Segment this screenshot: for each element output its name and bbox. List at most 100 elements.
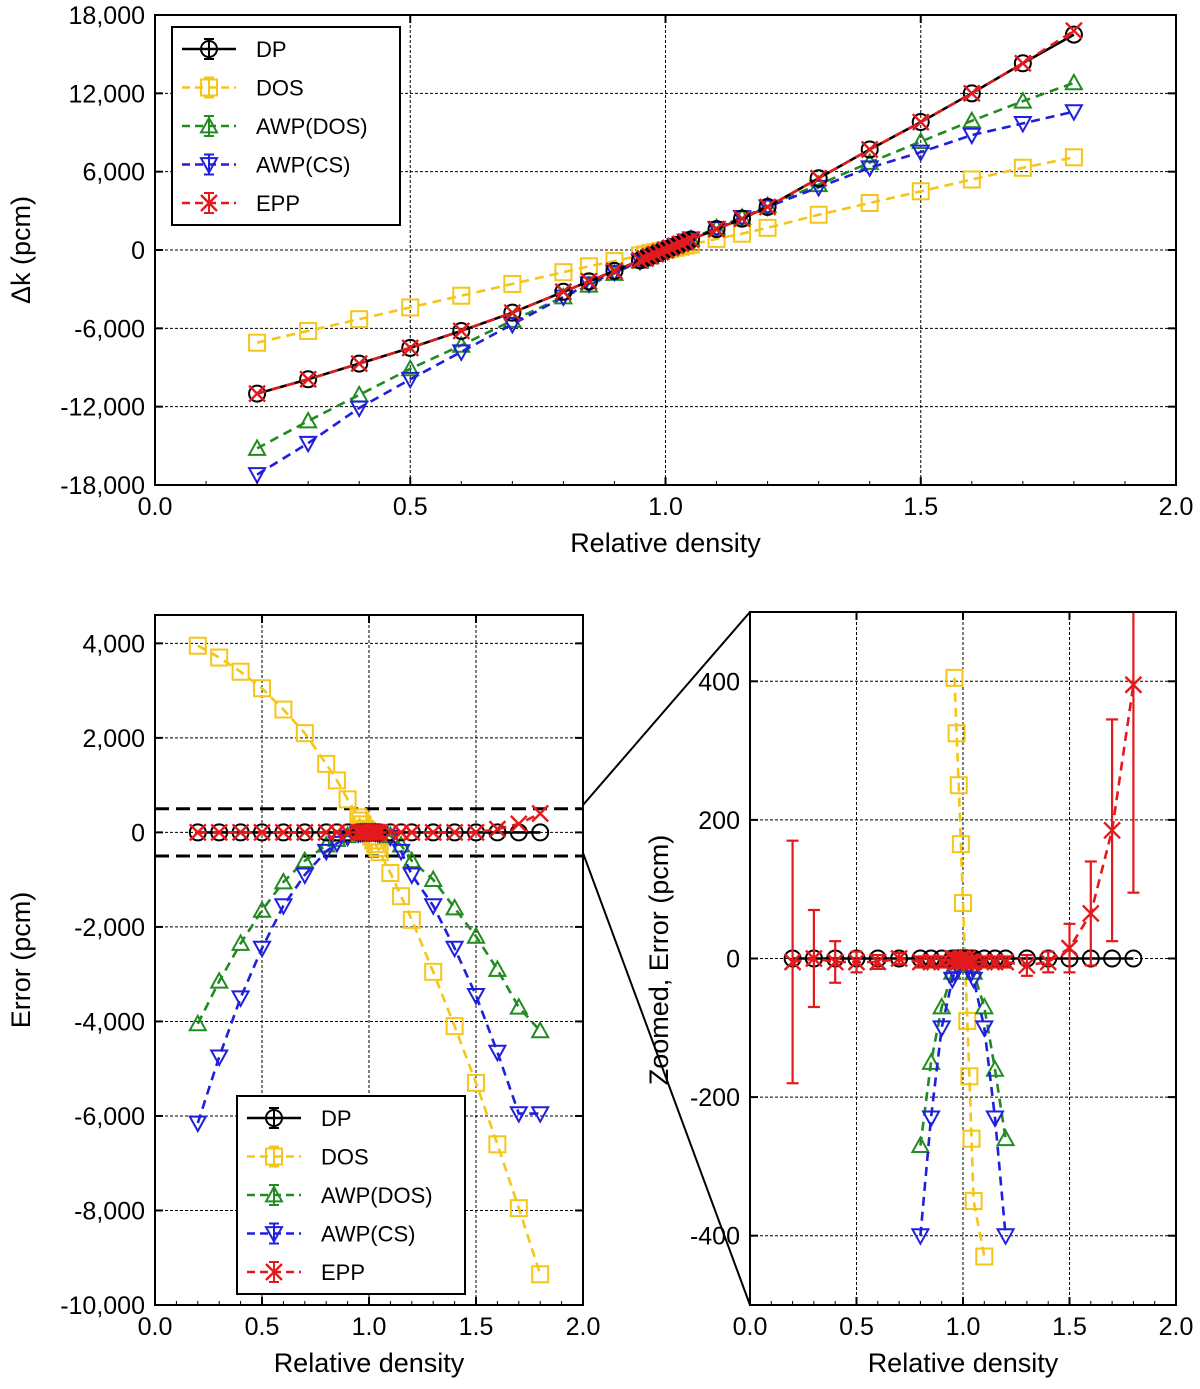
x-tick-label: 1.5 [1052, 1313, 1087, 1341]
data-point [860, 194, 879, 212]
data-point [911, 182, 930, 201]
data-point [962, 110, 982, 129]
data-point [962, 170, 981, 189]
legend-label: DOS [321, 1145, 369, 1170]
data-point [188, 1013, 208, 1032]
data-point [295, 823, 314, 842]
series-awp-dos [910, 948, 1016, 1154]
data-point [1013, 91, 1033, 109]
data-point [488, 820, 507, 838]
data-point [1060, 939, 1079, 957]
data-point [641, 247, 660, 266]
data-point [1124, 949, 1143, 968]
data-point [503, 303, 522, 322]
legend-item: EPP [182, 191, 300, 216]
data-point [338, 790, 357, 809]
legend-item: DP [247, 1106, 352, 1131]
legend-marker [265, 1109, 283, 1127]
x-tick-label: 0.0 [138, 1313, 173, 1341]
data-point [327, 823, 346, 842]
y-axis-label: Error (pcm) [6, 892, 36, 1029]
data-point [299, 321, 318, 340]
y-tick-label: -400 [690, 1223, 740, 1251]
data-point [975, 1247, 994, 1266]
data-point [1064, 104, 1084, 122]
data-point [579, 272, 598, 291]
data-point [805, 949, 823, 968]
data-point [758, 197, 777, 216]
data-point [949, 776, 968, 795]
data-point [188, 1115, 208, 1134]
data-point [253, 679, 271, 698]
legend-item: DP [182, 37, 287, 62]
data-point [381, 864, 400, 883]
data-point [531, 823, 550, 842]
data-point [503, 274, 522, 293]
data-point [370, 843, 389, 862]
axis-ticks: 0.0 0.5 1.0 1.5 2.0 -18,000 -12,000 -6,000 0 6,00… [60, 2, 1193, 521]
y-tick-label: -6,000 [74, 315, 145, 343]
data-point [327, 771, 346, 790]
data-point [503, 303, 522, 322]
data-point [554, 263, 573, 282]
data-point [210, 823, 229, 842]
data-point [733, 209, 752, 228]
legend-marker [265, 1147, 283, 1166]
data-point [963, 971, 984, 990]
y-axis-label: Δk (pcm) [6, 196, 36, 304]
data-point [467, 823, 485, 842]
data-point [847, 953, 866, 971]
series-epp [248, 21, 1083, 403]
data-point [962, 127, 982, 146]
data-point [860, 160, 880, 178]
data-point [580, 272, 598, 291]
series-dos [248, 148, 1083, 352]
data-point [942, 971, 963, 990]
data-point [252, 940, 272, 959]
data-point [960, 1067, 979, 1086]
data-point [401, 339, 420, 357]
data-point [247, 467, 267, 485]
legend-marker [200, 78, 218, 97]
data-point [391, 843, 411, 862]
y-tick-label: -8,000 [74, 1197, 145, 1225]
data-point [962, 84, 981, 103]
data-point [273, 898, 294, 916]
data-point [349, 400, 369, 419]
x-axis-label: Relative density [274, 1348, 465, 1378]
chart-bottom-left: 0.0 0.5 1.0 1.5 2.0 -10,000 -8,000 -6,000 -4,000… [6, 614, 600, 1378]
data-point [350, 354, 369, 373]
data-point [467, 1073, 485, 1092]
data-point [188, 823, 207, 842]
series-epp [783, 612, 1143, 1085]
data-point [209, 1049, 229, 1067]
data-point [210, 648, 229, 667]
data-point [605, 262, 624, 280]
data-point [860, 140, 879, 159]
data-point [932, 953, 951, 971]
legend-item: AWP(CS) [182, 153, 351, 178]
series-line [256, 156, 1075, 344]
data-point [631, 251, 649, 270]
data-point [299, 370, 318, 389]
data-point [911, 113, 930, 131]
data-point [392, 887, 411, 906]
data-point [487, 959, 508, 977]
data-point [605, 252, 624, 271]
data-point [451, 344, 471, 362]
data-point [530, 1020, 550, 1039]
data-point [401, 298, 420, 317]
legend-label: AWP(DOS) [321, 1183, 433, 1208]
data-point [809, 205, 828, 224]
data-point [452, 322, 471, 340]
data-point [996, 953, 1015, 971]
data-point [809, 169, 828, 188]
x-tick-label: 0.0 [138, 493, 173, 521]
legend-label: DP [256, 37, 287, 62]
zoom-connector [582, 611, 751, 1306]
x-tick-label: 0.5 [839, 1313, 874, 1341]
series-line [256, 29, 1075, 395]
data-point [960, 953, 979, 971]
data-point [487, 1044, 508, 1063]
data-point [921, 1052, 941, 1070]
